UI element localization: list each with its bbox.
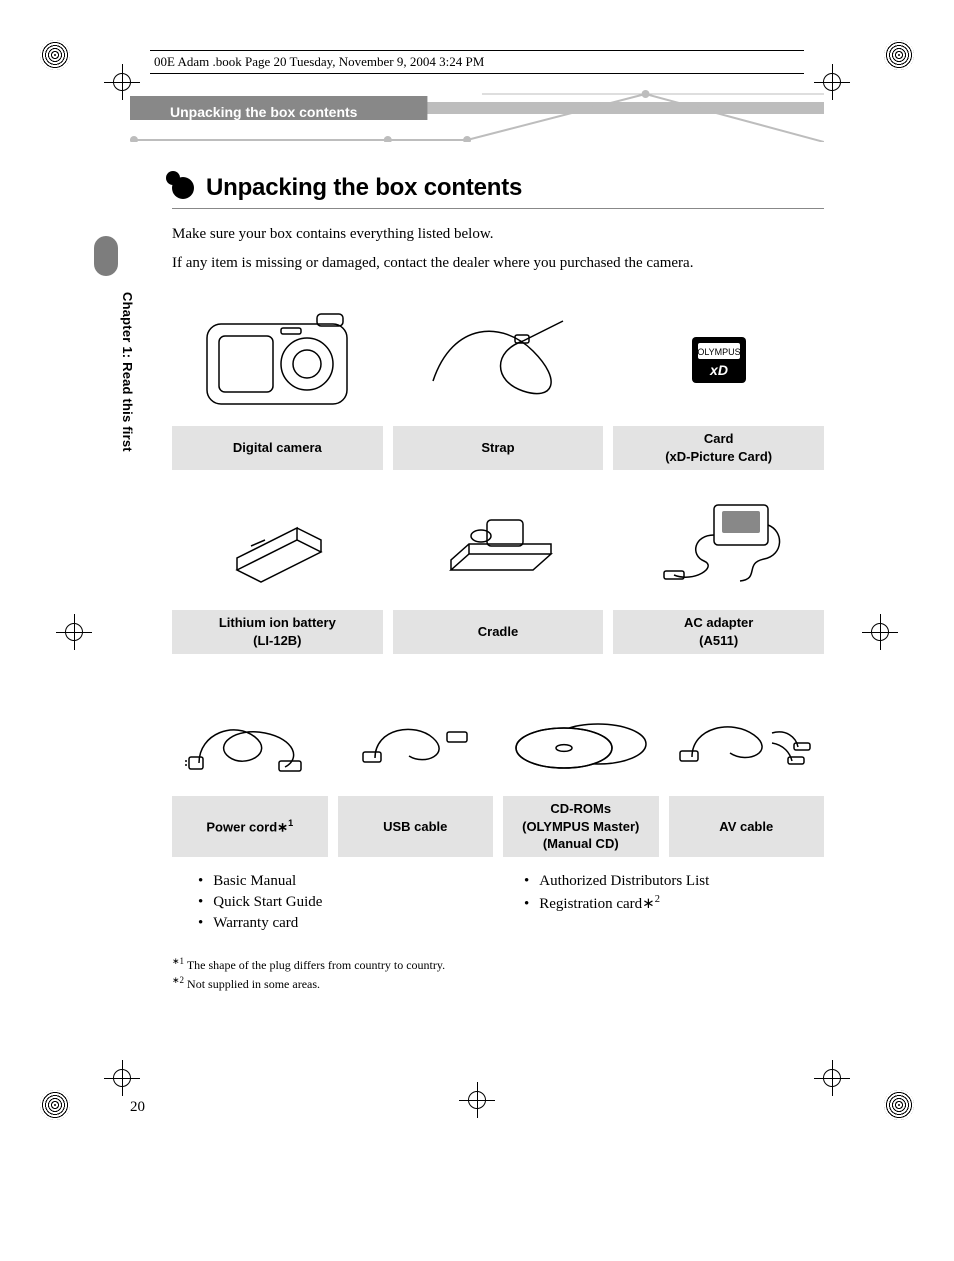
crop-mark-br bbox=[884, 1090, 914, 1120]
label-power-cord: Power cord∗1 bbox=[172, 796, 328, 857]
list-item: Quick Start Guide bbox=[198, 894, 498, 911]
illus-ac-adapter bbox=[613, 480, 824, 610]
list-item: Warranty card bbox=[198, 915, 498, 932]
page: 00E Adam .book Page 20 Tuesday, November… bbox=[130, 50, 824, 1110]
intro-line: Make sure your box contains everything l… bbox=[172, 223, 814, 246]
label-cradle: Cradle bbox=[393, 610, 604, 654]
list-item: Basic Manual bbox=[198, 873, 498, 890]
crop-mark-tl bbox=[40, 40, 70, 70]
label-av-cable: AV cable bbox=[669, 796, 825, 857]
list-item: Registration card∗2 bbox=[524, 894, 824, 913]
illus-xd-card: OLYMPUS xD bbox=[613, 296, 824, 426]
running-head-banner: Unpacking the box contents bbox=[130, 88, 824, 142]
intro-text: Make sure your box contains everything l… bbox=[172, 223, 814, 274]
section-title: Unpacking the box contents bbox=[172, 174, 824, 209]
crop-mark-bl bbox=[40, 1090, 70, 1120]
document-list: Basic Manual Quick Start Guide Warranty … bbox=[172, 873, 824, 936]
footnote: ∗1 The shape of the plug differs from co… bbox=[172, 956, 824, 973]
label-ac-adapter: AC adapter (A511) bbox=[613, 610, 824, 654]
section-bullet-icon bbox=[172, 177, 194, 199]
label-digital-camera: Digital camera bbox=[172, 426, 383, 470]
chapter-side-tab bbox=[94, 236, 118, 276]
crop-mark-tr bbox=[884, 40, 914, 70]
register-mark bbox=[868, 620, 892, 644]
document-list-left: Basic Manual Quick Start Guide Warranty … bbox=[172, 873, 498, 936]
illus-usb-cable bbox=[338, 690, 494, 796]
illus-digital-camera bbox=[172, 296, 383, 426]
label-cdroms: CD-ROMs (OLYMPUS Master) (Manual CD) bbox=[503, 796, 659, 857]
illus-strap bbox=[393, 296, 604, 426]
illus-cdroms bbox=[503, 690, 659, 796]
illus-power-cord bbox=[172, 690, 328, 796]
illus-battery bbox=[172, 480, 383, 610]
intro-line: If any item is missing or damaged, conta… bbox=[172, 252, 814, 275]
label-strap: Strap bbox=[393, 426, 604, 470]
chapter-side-label: Chapter 1: Read this first bbox=[120, 292, 135, 452]
page-number: 20 bbox=[130, 1099, 145, 1116]
footnotes: ∗1 The shape of the plug differs from co… bbox=[172, 956, 824, 992]
list-item: Authorized Distributors List bbox=[524, 873, 824, 890]
svg-text:OLYMPUS: OLYMPUS bbox=[697, 347, 740, 357]
document-list-right: Authorized Distributors List Registratio… bbox=[498, 873, 824, 936]
contents-grid: OLYMPUS xD Digital camera Strap Card (xD… bbox=[172, 296, 824, 857]
label-usb-cable: USB cable bbox=[338, 796, 494, 857]
label-xd-card: Card (xD-Picture Card) bbox=[613, 426, 824, 470]
illus-cradle bbox=[393, 480, 604, 610]
illus-av-cable bbox=[669, 690, 825, 796]
svg-text:xD: xD bbox=[709, 362, 728, 378]
register-mark bbox=[62, 620, 86, 644]
running-head-text: Unpacking the box contents bbox=[170, 104, 357, 120]
framemaker-tag: 00E Adam .book Page 20 Tuesday, November… bbox=[150, 50, 804, 74]
section-title-text: Unpacking the box contents bbox=[206, 174, 522, 202]
label-battery: Lithium ion battery (LI-12B) bbox=[172, 610, 383, 654]
footnote: ∗2 Not supplied in some areas. bbox=[172, 975, 824, 992]
